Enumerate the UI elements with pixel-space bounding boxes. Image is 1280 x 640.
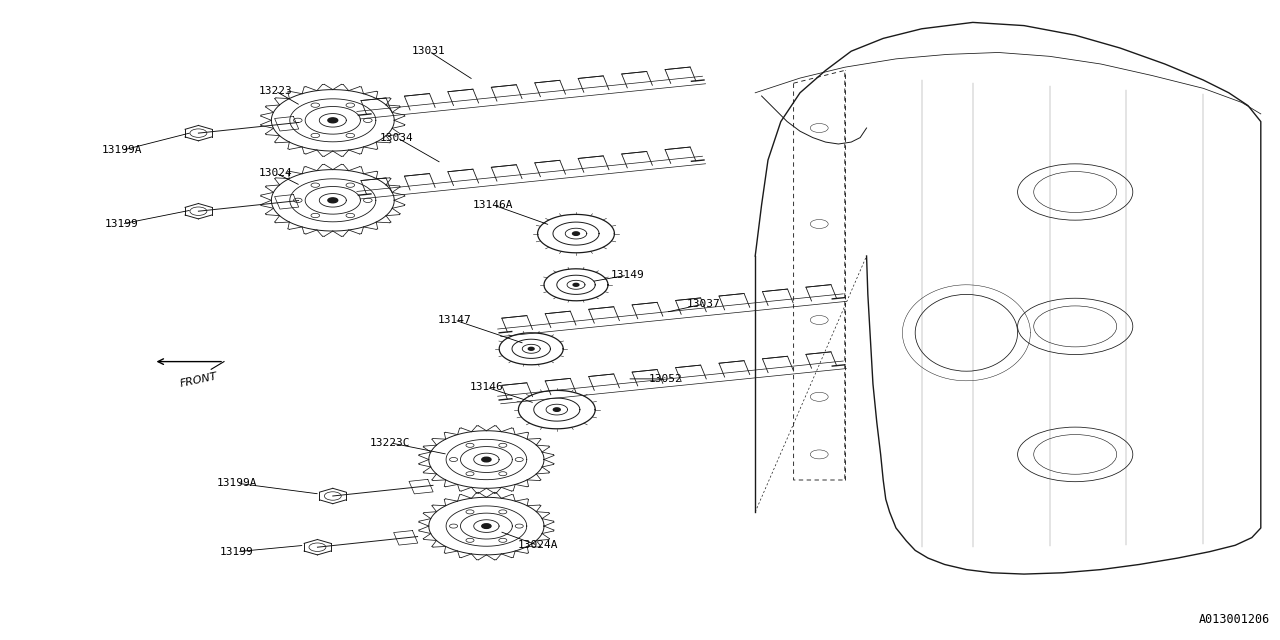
Text: 13146: 13146 bbox=[470, 382, 503, 392]
Circle shape bbox=[328, 118, 338, 123]
Text: 13199A: 13199A bbox=[216, 478, 257, 488]
Text: 13199: 13199 bbox=[105, 219, 138, 229]
Text: 13223: 13223 bbox=[259, 86, 292, 96]
Text: 13199A: 13199A bbox=[101, 145, 142, 156]
Text: 13034: 13034 bbox=[380, 132, 413, 143]
Text: 13031: 13031 bbox=[412, 46, 445, 56]
Text: 13052: 13052 bbox=[649, 374, 682, 384]
Text: 13024: 13024 bbox=[259, 168, 292, 178]
Circle shape bbox=[553, 408, 561, 412]
Circle shape bbox=[481, 457, 492, 462]
Circle shape bbox=[328, 198, 338, 203]
Text: 13146A: 13146A bbox=[472, 200, 513, 210]
Text: 13024A: 13024A bbox=[517, 540, 558, 550]
Text: 13223C: 13223C bbox=[370, 438, 411, 448]
Text: A013001206: A013001206 bbox=[1198, 613, 1270, 626]
Text: FRONT: FRONT bbox=[179, 371, 218, 389]
Text: 13199: 13199 bbox=[220, 547, 253, 557]
Circle shape bbox=[572, 232, 580, 236]
Text: 13147: 13147 bbox=[438, 315, 471, 325]
Text: 13149: 13149 bbox=[611, 270, 644, 280]
Circle shape bbox=[573, 284, 579, 286]
Circle shape bbox=[481, 524, 492, 529]
Text: 13037: 13037 bbox=[687, 299, 721, 309]
Circle shape bbox=[529, 348, 534, 350]
